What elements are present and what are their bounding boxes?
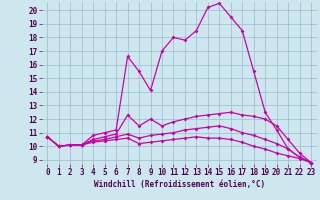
X-axis label: Windchill (Refroidissement éolien,°C): Windchill (Refroidissement éolien,°C) xyxy=(94,180,265,189)
